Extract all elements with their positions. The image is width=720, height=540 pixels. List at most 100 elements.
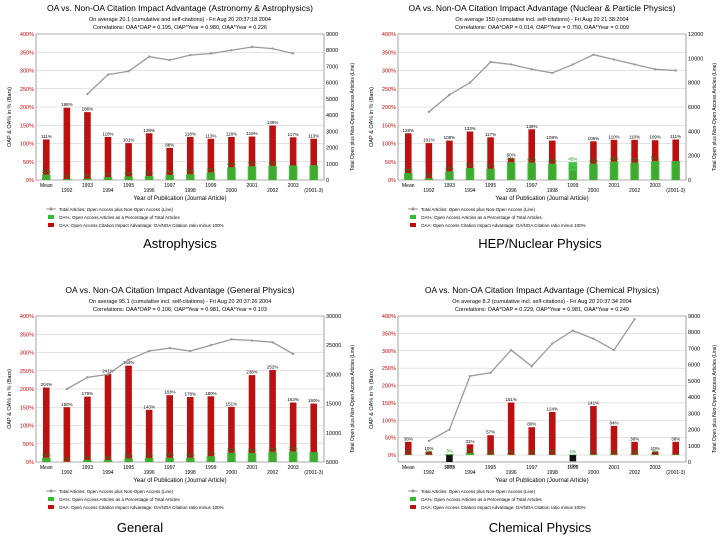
x-tick-label: 1996 [144, 188, 155, 194]
oaa-bar-label: 111% [670, 134, 681, 139]
y-tick-label-left: 150% [382, 123, 396, 129]
y-tick-label-left: 350% [20, 332, 34, 338]
oaa-bar [310, 403, 318, 462]
oaa-bar-label: 118% [102, 131, 113, 136]
y-tick-label-right: 6000 [688, 105, 700, 111]
oaa-bar-label: 108% [547, 135, 559, 140]
oaa-bar [42, 387, 50, 462]
oaa-bar-label: 117% [288, 132, 299, 137]
y-tick-label-right: 1000 [326, 162, 338, 168]
oa-bar [547, 454, 557, 456]
oa-bar [247, 166, 257, 180]
oa-bar [103, 177, 113, 180]
oaa-bar-label: 10% [424, 446, 433, 451]
y-tick-label-left: 50% [385, 160, 396, 166]
x-tick-label: Mean [402, 465, 415, 471]
total-point [653, 68, 657, 71]
chart-panel-astrophysics: OA vs. Non-OA Citation Impact Advantage … [2, 2, 358, 234]
oa-bar [609, 454, 619, 456]
oaa-bar [186, 136, 194, 180]
oa-bar-label: 12% [42, 452, 51, 457]
y-tick-label-right: 5000 [326, 460, 338, 466]
y-tick-label-right: 0 [688, 178, 691, 184]
x-tick-label: 2000 [588, 470, 599, 476]
oaa-bar-label: 31% [465, 439, 474, 444]
legend-total: Total Articles: Open Access plus Non-Ope… [421, 207, 536, 212]
chart-title: OA vs. Non-OA Citation Impact Advantage … [409, 3, 676, 13]
y-tick-label-right: 3000 [326, 129, 338, 135]
x-tick-label: 1992 [423, 188, 434, 194]
oa-bar-label: 49% [507, 157, 516, 162]
x-axis-label: Year of Publication (Journal Article) [495, 196, 588, 202]
total-point [106, 373, 110, 376]
oa-bar [630, 162, 639, 180]
oa-bar [671, 161, 681, 180]
oaa-bar [104, 136, 112, 180]
oaa-bar [166, 147, 174, 180]
oaa-bar-label: 84% [609, 420, 618, 425]
oa-bar [506, 162, 516, 180]
oaa-bar-label: 128% [403, 128, 415, 133]
total-point [65, 387, 69, 391]
oa-bar [124, 176, 133, 180]
oa-bar [185, 457, 195, 462]
total-point [592, 53, 595, 56]
x-tick-label: 1992 [61, 470, 72, 476]
y-axis-label-left: OAP & OA% in % (Bars) [369, 369, 375, 429]
oa-bar [403, 173, 413, 180]
oaa-bar-label: 108% [444, 135, 456, 140]
oaa-bar [466, 444, 474, 456]
total-point [468, 81, 472, 84]
x-tick-label: 1994 [464, 470, 475, 476]
total-point [468, 374, 472, 378]
y-tick-label-right: 2000 [688, 154, 700, 160]
oa-bar-label: 30% [186, 169, 195, 174]
y-axis-label-right: Total Open plus Non-Open Access Articles… [350, 63, 356, 171]
y-tick-label-left: 400% [382, 314, 396, 320]
x-tick-label: 2003 [288, 183, 299, 189]
chart-panel-hep-nuclear: OA vs. Non-OA Citation Impact Advantage … [364, 2, 720, 234]
oa-bar [486, 168, 495, 180]
oaa-bar-label: -18% [568, 463, 579, 468]
x-tick-label: 2000 [226, 188, 237, 194]
x-tick-label: 1998 [547, 188, 558, 194]
oaa-bar [631, 441, 638, 456]
x-tick-label: Mean [402, 183, 415, 189]
x-tick-label: Mean [40, 183, 53, 189]
oaa-bar [651, 451, 659, 456]
total-point [168, 58, 171, 62]
oa-bar-label: 12% [186, 452, 195, 457]
oa-bar-label: 45% [548, 158, 557, 163]
oa-bar-label: 1% [64, 456, 71, 461]
x-tick-label: Mean [40, 465, 53, 471]
oa-bar-label: 2% [631, 449, 638, 454]
x-tick-label: 2002 [267, 188, 278, 194]
y-tick-label-left: 250% [382, 366, 396, 372]
oaa-bar [269, 370, 276, 462]
oaa-bar [84, 112, 91, 180]
oaa-bar [42, 139, 50, 180]
oaa-bar [207, 396, 215, 462]
oaa-bar [487, 137, 494, 180]
oa-bar-label: 47% [247, 161, 256, 166]
oa-bar-label: 12% [145, 170, 154, 175]
x-tick-label: 2001 [608, 465, 619, 471]
oaa-bar-label: 109% [649, 135, 661, 140]
oa-bar [62, 178, 72, 180]
x-tick-label: 1993 [82, 183, 93, 189]
legend-oaa: OAA: Open Access Citation Impact Advanta… [421, 223, 586, 228]
oa-bar-label: 27% [289, 446, 298, 451]
legend-oa: OA%: Open Access Articles as a Percentag… [59, 497, 180, 502]
oa-bar [268, 165, 277, 180]
oa-bar [309, 165, 319, 180]
oaa-bar-label: 264% [123, 360, 135, 365]
x-tick-label: 1994 [464, 188, 475, 194]
y-tick-label-right: 6000 [688, 363, 700, 369]
x-tick-label: 2001 [246, 183, 257, 189]
oaa-bar-label: 198% [61, 102, 73, 107]
oa-bar-label: 2% [590, 449, 597, 454]
oa-bar [671, 454, 681, 456]
oa-bar [650, 161, 660, 180]
oa-bar [589, 454, 598, 456]
oaa-bar-label: 57% [486, 430, 495, 435]
